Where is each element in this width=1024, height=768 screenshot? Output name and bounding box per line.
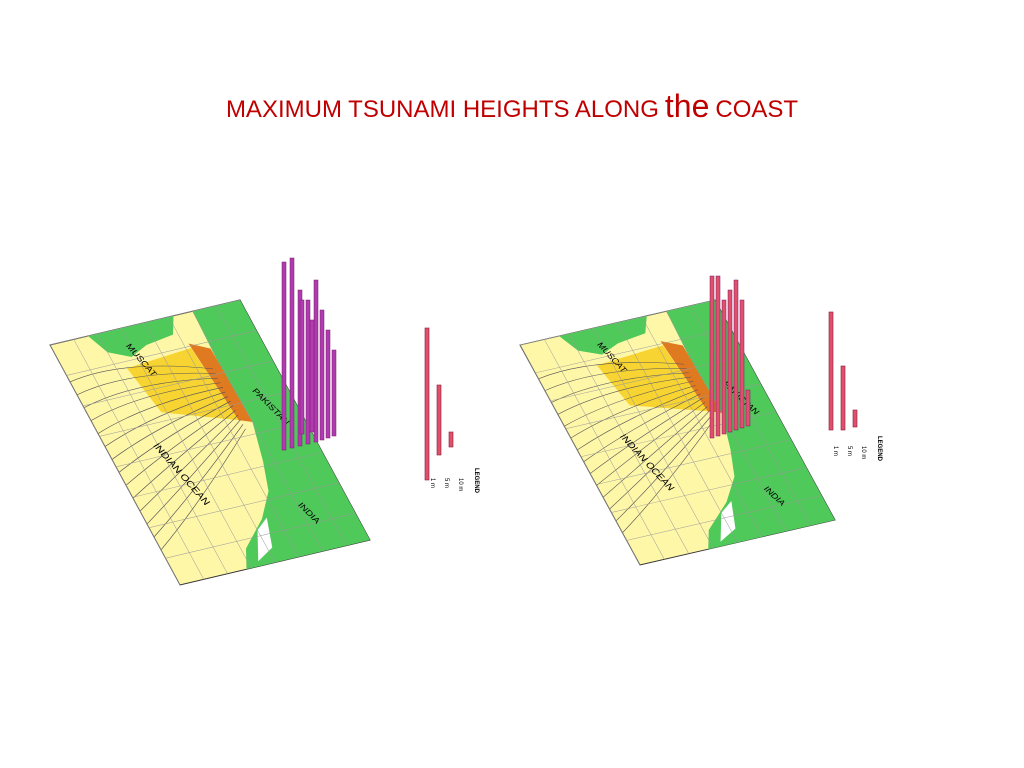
contour: [570, 385, 696, 439]
grid-line: [519, 299, 716, 346]
contour: [564, 380, 694, 427]
grid-line: [641, 316, 763, 537]
legend-label: 5 m: [443, 478, 449, 488]
land-oman: [88, 315, 174, 357]
height-bar: [727, 289, 733, 433]
grid-line: [568, 333, 689, 554]
grid-line: [97, 333, 228, 574]
contour: [576, 389, 699, 451]
grid-line: [611, 467, 807, 513]
contour: [76, 372, 216, 396]
contour: [83, 377, 219, 409]
land-oman: [559, 315, 647, 355]
contour: [90, 382, 221, 421]
grid-line: [626, 495, 822, 541]
contour: [118, 400, 231, 473]
contour: [551, 372, 689, 403]
contour: [544, 368, 687, 391]
height-bar: [319, 309, 325, 441]
land-coast: [192, 300, 371, 570]
land-coast: [666, 300, 835, 550]
height-bar: [709, 275, 715, 439]
contour: [104, 391, 226, 447]
grid-line: [596, 439, 792, 485]
height-bar: [325, 329, 331, 439]
height-bar: [313, 279, 319, 443]
legend-bar: [424, 327, 430, 481]
contour: [132, 410, 236, 499]
grid-line: [144, 322, 276, 563]
contour: [146, 419, 241, 525]
height-bar: [305, 299, 311, 445]
contour: [111, 396, 229, 460]
height-bar: [299, 299, 305, 435]
grid-line: [544, 339, 665, 560]
grid-line: [49, 299, 241, 346]
legend-label: 5 m: [846, 446, 852, 456]
height-bar: [745, 389, 751, 427]
orange-zone: [596, 345, 708, 412]
grid-line: [148, 482, 340, 528]
title-part: COAST: [715, 96, 799, 123]
legend-title: LEGEND: [876, 436, 882, 462]
contour: [69, 365, 214, 383]
slide-title: MAXIMUM TSUNAMI HEIGHTS ALONG the COAST: [0, 88, 1024, 125]
contour: [538, 362, 685, 380]
height-bar: [739, 299, 745, 429]
legend-label: 1 m: [429, 478, 435, 488]
grid-line: [115, 421, 307, 468]
title-part: MAXIMUM TSUNAMI HEIGHTS ALONG: [225, 96, 659, 123]
legend-bar: [448, 431, 454, 448]
grid-line: [592, 328, 714, 549]
title-part: the: [664, 88, 710, 124]
contour: [609, 410, 710, 510]
contour: [557, 376, 692, 415]
height-bar: [733, 279, 739, 431]
legend-title: LEGEND: [473, 468, 479, 494]
grid-line: [49, 344, 181, 586]
contour: [602, 406, 708, 498]
grid-line: [519, 344, 641, 566]
height-bar: [309, 319, 315, 433]
legend-label: 10 m: [860, 446, 866, 459]
legend-bar: [828, 311, 834, 431]
legend-bar: [436, 384, 442, 456]
height-bar: [289, 257, 295, 449]
grid-line: [121, 328, 252, 569]
contour: [589, 397, 703, 474]
contour: [583, 393, 701, 462]
legend-bar: [852, 409, 858, 428]
contour: [596, 402, 706, 486]
height-bar: [721, 299, 727, 435]
grid-line: [165, 512, 356, 559]
legend-bar: [840, 365, 846, 431]
grid-line: [216, 305, 347, 546]
height-bar: [715, 275, 721, 437]
legend-label: 10 m: [457, 478, 463, 491]
contour: [125, 405, 234, 486]
height-bar: [331, 349, 337, 437]
contour: [97, 387, 224, 434]
contour: [139, 414, 239, 512]
legend-label: 1 m: [832, 446, 838, 456]
contour: [622, 419, 715, 533]
grid-line: [192, 311, 323, 552]
grid-line: [73, 339, 204, 580]
contour: [160, 428, 246, 551]
grid-line: [132, 452, 323, 498]
height-bar: [281, 261, 287, 451]
grid-line: [168, 316, 299, 557]
grid-line: [617, 322, 738, 543]
